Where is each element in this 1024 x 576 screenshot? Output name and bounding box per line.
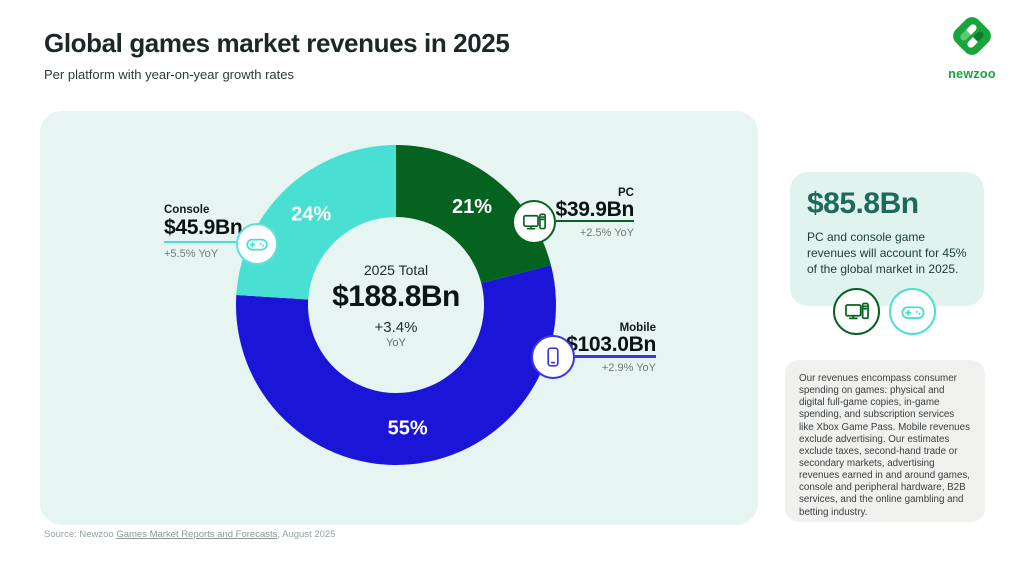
pc-value: $39.9Bn [555,198,635,221]
source-prefix: Source: Newzoo [44,529,117,540]
highlight-text: PC and console game revenues will accoun… [807,230,967,277]
pc-yoy: +2.5% YoY [579,227,634,239]
source-line: Source: Newzoo Games Market Reports and … [44,529,336,540]
donut-slice-pc [396,145,551,284]
slice-percent-label-pc: 21% [452,196,492,218]
donut-center: 2025 Total $188.8Bn +3.4% YoY [306,262,486,349]
source-link[interactable]: Games Market Reports and Forecasts [116,529,278,540]
slice-percent-label-mobile: 55% [388,417,428,439]
mobile-leader-line [575,355,656,358]
pc-icon-circle [512,200,556,244]
highlight-card: $85.8Bn PC and console game revenues wil… [790,172,984,306]
donut-slice-mobile [236,265,556,465]
newzoo-logo-icon [953,17,991,55]
mobile-label: Mobile [619,322,656,334]
page-title: Global games market revenues in 2025 [44,28,510,58]
newzoo-wordmark: newzoo [948,67,996,81]
console-leader-line [164,241,238,243]
console-label: Console [164,204,210,216]
donut-slice-console [236,145,396,300]
gamepad-icon [246,238,268,251]
center-total-value: $188.8Bn [332,280,460,313]
highlight-value: $85.8Bn [807,187,919,220]
console-badge-circle [889,288,936,335]
console-yoy: +5.5% YoY [164,248,219,260]
newzoo-logo: newzoo [947,14,997,81]
smartphone-icon [547,347,559,367]
pc-leader-line [556,220,634,222]
desktop-icon [522,213,546,229]
mobile-value: $103.0Bn [566,333,656,356]
page-subtitle: Per platform with year-on-year growth ra… [44,67,294,82]
console-value: $45.9Bn [164,216,243,239]
donut-chart: 21% 55% 24% [236,145,556,465]
console-icon-circle [236,223,278,265]
desktop-badge-icon [844,302,869,319]
note-box: Our revenues encompass consumer spending… [785,360,985,522]
mobile-icon-circle [531,335,575,379]
gamepad-badge-icon [900,305,925,319]
pc-label: PC [618,187,634,199]
mobile-yoy: +2.9% YoY [601,362,656,374]
center-total-label: 2025 Total [363,262,429,278]
note-text: Our revenues encompass consumer spending… [799,373,971,518]
slice-percent-label-console: 24% [291,204,331,226]
source-suffix: , August 2025 [277,529,336,540]
pc-badge-circle [833,288,880,335]
center-yoy-unit: YoY [386,337,406,349]
center-yoy-value: +3.4% [374,319,418,336]
